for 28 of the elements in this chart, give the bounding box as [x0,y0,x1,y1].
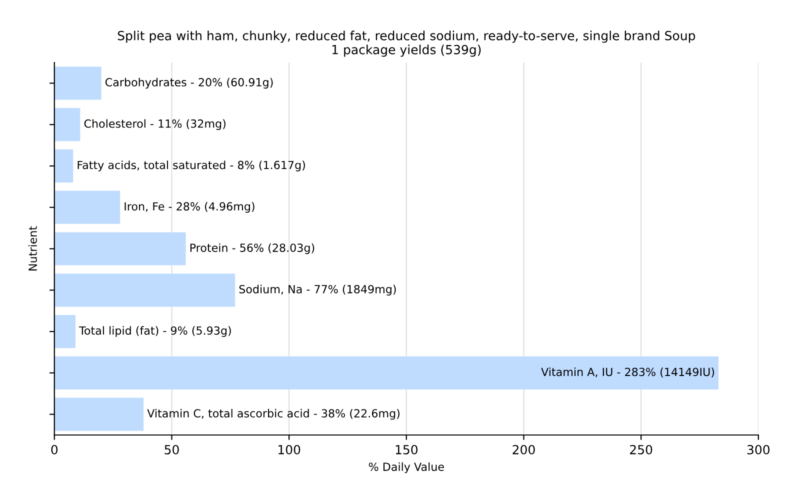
x-tick-label: 300 [747,444,770,454]
x-tick-label: 150 [396,444,418,454]
annotation: Vitamin C, total ascorbic acid - 38% (22.6mg) [147,408,400,420]
x-tick-label: 200 [512,444,535,454]
bar [54,66,102,100]
annotation: Cholesterol - 11% (32mg) [84,119,226,130]
x-axis-title: % Daily Value [368,462,444,474]
annotation: Vitamin A, IU - 283% (14149IU) [541,368,714,378]
x-tick-label: 0 [51,444,58,454]
bar [54,190,120,224]
y-axis-title: Nutrient [28,226,37,270]
annotation: Carbohydrates - 20% (60.91g) [105,78,273,89]
bar [54,356,719,390]
annotation: Iron, Fe - 28% (4.96mg) [124,202,254,213]
bar [54,274,236,307]
annotation: Protein - 56% (28.03g) [190,243,314,254]
annotation: Total lipid (fat) - 9% (5.93g) [79,326,231,337]
bar [54,314,76,348]
x-tick-label: 250 [630,444,652,454]
x-tick-label: 100 [278,444,300,454]
bar [54,149,74,183]
bar [54,398,144,431]
x-tick-label: 50 [164,444,179,454]
bar [54,232,186,266]
annotation: Fatty acids, total saturated - 8% (1.617g) [78,160,305,172]
bar [54,108,80,142]
chart-title: Split pea with ham, chunky, reduced fat, reduced sodium, ready-to-serve, single brand Soup 1 package yields (539g) [118,30,696,57]
annotation: Sodium, Na - 77% (1849mg) [239,284,396,296]
